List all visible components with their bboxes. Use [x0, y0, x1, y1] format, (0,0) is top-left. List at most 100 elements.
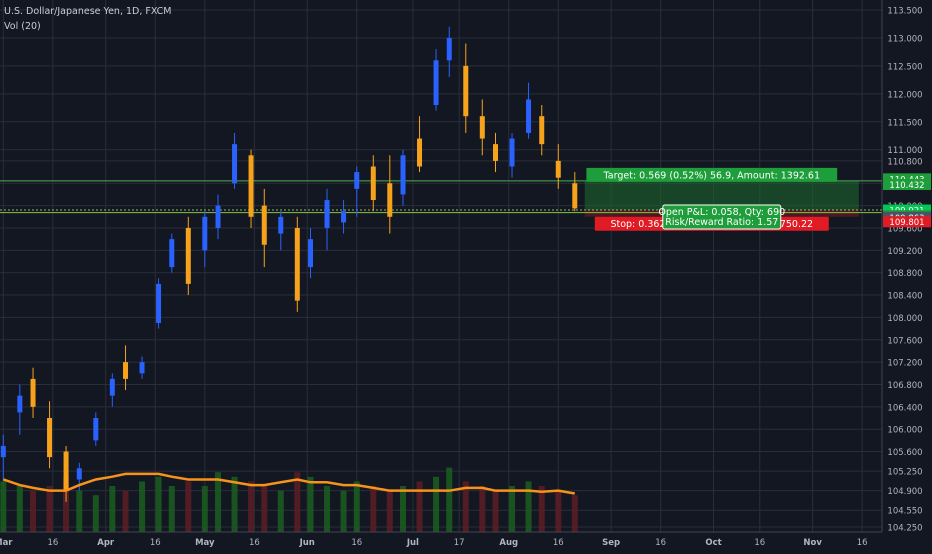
y-tick-label: 108.400: [887, 292, 922, 302]
candle-body: [278, 216, 284, 234]
price-label-text: 110.432: [889, 181, 924, 191]
volume-bar: [324, 486, 331, 532]
y-tick-label: 111.500: [887, 118, 922, 128]
candle-body: [463, 65, 469, 117]
volume-bar: [0, 481, 7, 532]
volume-bar: [231, 476, 238, 532]
candle-body: [493, 144, 499, 161]
candle-body: [572, 183, 578, 209]
x-tick-label: Sep: [602, 538, 620, 548]
volume-bar: [30, 490, 37, 532]
volume-bar: [340, 490, 347, 532]
volume-bar: [370, 486, 377, 532]
y-tick-label: 105.250: [887, 468, 922, 478]
price-axis: [882, 0, 932, 550]
candle-body: [139, 362, 145, 374]
candle-body: [370, 166, 376, 201]
x-tick-label: 16: [249, 538, 260, 548]
volume-bar: [525, 481, 532, 532]
pnl-label-bg: [662, 204, 782, 230]
x-tick-label: Oct: [705, 538, 721, 548]
volume-bar: [492, 490, 499, 532]
candle-body: [0, 445, 6, 458]
candle-body: [417, 138, 423, 167]
y-tick-label: 104.250: [887, 524, 922, 534]
volume-bar: [353, 481, 360, 532]
y-tick-label: 106.000: [887, 426, 922, 436]
candle-body: [324, 200, 330, 228]
x-tick-label: 16: [553, 538, 564, 548]
y-tick-label: 109.200: [887, 247, 922, 257]
candle-body: [387, 183, 393, 217]
y-tick-label: 108.800: [887, 269, 922, 279]
target-label: Target: 0.569 (0.52%) 56.9, Amount: 1392…: [586, 167, 838, 182]
candle-body: [509, 138, 515, 167]
price-label-bg: [883, 216, 931, 228]
x-tick-label: Nov: [803, 538, 822, 548]
candle-body: [109, 378, 115, 396]
y-tick-label: 107.200: [887, 359, 922, 369]
x-tick-label: 16: [150, 538, 161, 548]
x-tick-label: Mar: [0, 538, 13, 548]
candle-body: [294, 227, 300, 301]
candle-body: [156, 283, 162, 323]
y-tick-label: 113.500: [887, 7, 922, 17]
candle-body: [169, 239, 175, 268]
price-label-bg: [883, 173, 931, 185]
volume-bar: [416, 481, 423, 532]
candle-body: [123, 362, 129, 379]
x-tick-label: 17: [454, 538, 465, 548]
candle-body: [202, 216, 208, 251]
y-tick-label: 107.600: [887, 336, 922, 346]
y-tick-label: 104.900: [887, 487, 922, 497]
candle-body: [433, 60, 439, 106]
volume-bar: [294, 472, 301, 532]
candle-body: [47, 418, 53, 458]
y-tick-label: 108.000: [887, 314, 922, 324]
chart-title: U.S. Dollar/Japanese Yen, 1D, FXCM: [4, 6, 172, 17]
volume-bar: [92, 495, 99, 532]
volume-bar: [261, 486, 268, 532]
volume-indicator-label: Vol (20): [4, 21, 41, 32]
time-axis: [0, 532, 932, 550]
candle-body: [341, 211, 347, 223]
candle-body: [261, 205, 267, 245]
y-tick-label: 111.000: [887, 146, 922, 156]
candle-body: [446, 37, 452, 61]
volume-bar: [538, 486, 545, 532]
volume-bar: [386, 490, 393, 532]
candle-body: [248, 155, 254, 217]
volume-bar: [215, 472, 222, 532]
volume-bar: [462, 481, 469, 532]
x-tick-label: 16: [655, 538, 666, 548]
candle-body: [479, 116, 485, 139]
volume-bar: [571, 495, 578, 532]
candle-body: [17, 395, 23, 413]
y-tick-label: 113.000: [887, 34, 922, 44]
candle-body: [63, 451, 69, 491]
volume-bar: [168, 486, 175, 532]
y-tick-label: 106.800: [887, 381, 922, 391]
y-tick-label: 109.600: [887, 224, 922, 234]
volume-ma-line: [2, 472, 575, 495]
x-tick-label: 16: [857, 538, 868, 548]
volume-bar: [433, 476, 440, 532]
candle-body: [232, 144, 238, 184]
y-tick-label: 112.000: [887, 90, 922, 100]
candle-body: [76, 468, 82, 480]
x-tick-label: 16: [351, 538, 362, 548]
x-tick-label: May: [195, 538, 215, 548]
target-label-text: Target: 0.569 (0.52%) 56.9, Amount: 1392…: [603, 170, 820, 181]
x-tick-label: Jul: [406, 538, 419, 548]
volume-bar: [185, 481, 192, 532]
volume-bar: [155, 476, 162, 532]
volume-bar: [555, 490, 562, 532]
volume-bar: [400, 486, 407, 532]
price-label-bg: [883, 178, 931, 190]
pnl-label-line1: Open P&L: 0.058, Qty: 690: [658, 207, 785, 218]
volume-bar: [307, 476, 314, 532]
candle-body: [93, 418, 99, 441]
